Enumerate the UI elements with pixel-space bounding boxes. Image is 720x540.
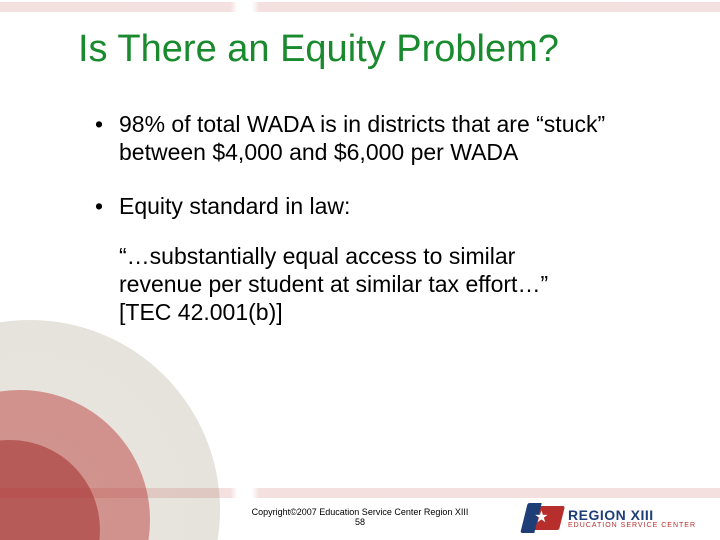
quote-block: “…substantially equal access to similar … [95,242,640,326]
logo-text: REGION XIII EDUCATION SERVICE CENTER [568,508,696,529]
star-flag-icon [525,506,565,530]
slide: Is There an Equity Problem? 98% of total… [0,0,720,540]
decoration-bar-top [0,2,720,12]
region-xiii-logo: REGION XIII EDUCATION SERVICE CENTER [528,506,696,530]
bullet-item: 98% of total WADA is in districts that a… [95,110,640,166]
quote-cite: [TEC 42.001(b)] [119,298,640,326]
bullet-item: Equity standard in law: [95,192,640,220]
quote-line: revenue per student at similar tax effor… [119,270,640,298]
slide-body: 98% of total WADA is in districts that a… [95,110,640,326]
slide-title: Is There an Equity Problem? [78,28,660,71]
logo-line1: REGION XIII [568,508,696,522]
quote-line: “…substantially equal access to similar [119,242,640,270]
decoration-bar-bottom [0,488,720,498]
logo-line2: EDUCATION SERVICE CENTER [568,522,696,529]
